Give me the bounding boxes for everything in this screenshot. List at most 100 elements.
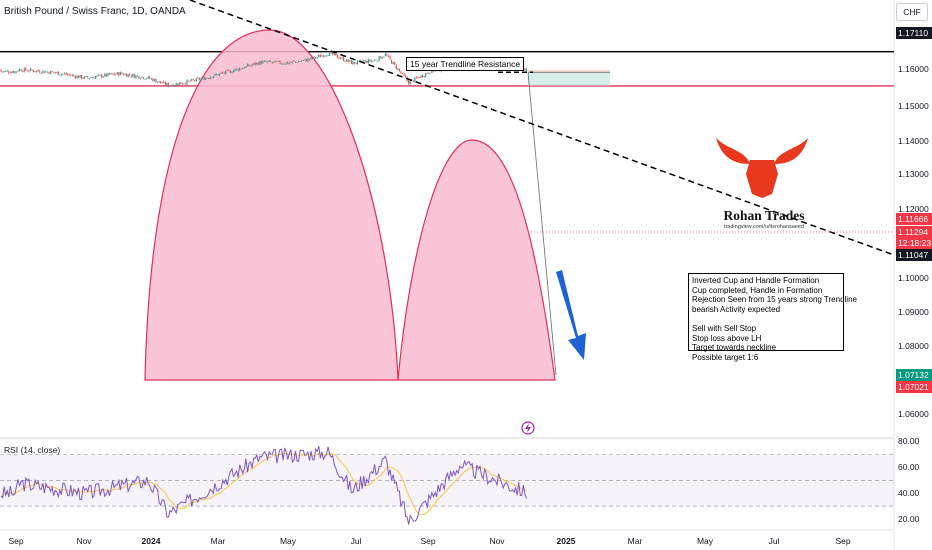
candle-body [257, 62, 259, 65]
note-line: Target towards neckline [692, 343, 777, 353]
candle-body [355, 63, 357, 64]
candle-body [63, 73, 66, 75]
candle-body [344, 60, 346, 62]
entry-tag: 1.11047 [896, 249, 932, 261]
candle-body [284, 63, 286, 65]
candle-body [191, 79, 193, 81]
x-tick: Sep [835, 536, 851, 546]
candle-body [139, 78, 142, 80]
candle-body [160, 80, 162, 83]
candle-body [112, 73, 114, 75]
symbol-title[interactable]: British Pound / Swiss Franc, 1D, OANDA [4, 6, 186, 17]
candle-body [389, 56, 391, 60]
candle-body [147, 76, 149, 79]
candle-body [342, 57, 345, 62]
candle-body [330, 52, 332, 53]
candle-body [71, 74, 73, 76]
candle-body [107, 73, 109, 77]
candle-body [373, 60, 376, 61]
candle-body [301, 60, 303, 62]
candle-body [372, 60, 374, 62]
note-line: Cup completed, Handle in Formation [692, 285, 823, 295]
x-tick: Mar [210, 536, 226, 546]
candle-body [101, 74, 103, 78]
candle-body [299, 61, 301, 63]
candle-body [302, 59, 304, 61]
candle-body [79, 75, 81, 78]
candle-body [48, 71, 50, 74]
candle-body [104, 73, 106, 77]
candle-body [386, 54, 388, 56]
candle-body [1, 71, 4, 73]
y-tick: 1.10000 [898, 273, 929, 283]
candle-body [94, 76, 97, 79]
candle-body [130, 75, 132, 77]
candle-body [246, 64, 249, 67]
candle-body [129, 74, 131, 76]
candle-body [212, 76, 214, 78]
candle-body [391, 59, 393, 64]
y-tick: 1.09000 [898, 307, 929, 317]
candle-body [37, 70, 39, 72]
candle-body [208, 78, 210, 80]
candle-body [122, 73, 125, 76]
y-tick: 1.15000 [898, 101, 929, 111]
rsi-tick: 20.00 [898, 514, 920, 524]
candle-body [96, 75, 98, 77]
candle-body [32, 70, 35, 72]
candle-body [156, 81, 159, 83]
candle-body [186, 80, 188, 85]
candle-body [184, 83, 187, 85]
candle-body [167, 82, 169, 87]
candle-body [81, 74, 83, 79]
candle-body [236, 68, 238, 70]
candle-body [339, 58, 342, 60]
candle-body [181, 83, 183, 85]
candle-body [324, 55, 326, 57]
candle-body [115, 74, 117, 76]
candle-body [256, 62, 258, 65]
note-line [692, 314, 840, 324]
candle-body [259, 61, 261, 65]
trendline-label: 15 year Trendline Resistance [406, 57, 525, 71]
candle-body [242, 67, 244, 70]
candle-body [524, 68, 526, 71]
candle-body [341, 57, 343, 59]
candle-body [138, 76, 140, 79]
alert-bolt [525, 423, 531, 433]
candle-body [170, 85, 173, 87]
rsi-label[interactable]: RSI (14, close) [4, 445, 61, 455]
candle-body [225, 70, 227, 74]
candle-body [316, 57, 318, 58]
candle-body [110, 73, 112, 75]
candle-body [34, 71, 36, 72]
candle-body [325, 55, 328, 57]
candle-body [20, 69, 22, 72]
candle-body [412, 80, 414, 82]
candle-body [153, 79, 156, 82]
candle-body [136, 75, 138, 77]
candle-body [172, 84, 174, 87]
candle-body [288, 63, 290, 64]
candle-body [50, 70, 52, 75]
candle-body [417, 77, 419, 79]
target-tag: 1.07132 [896, 369, 932, 381]
candle-body [298, 61, 300, 63]
currency-button[interactable]: CHF [896, 3, 928, 21]
candle-body [105, 73, 107, 77]
candle-body [240, 68, 242, 70]
candle-body [87, 76, 89, 78]
candle-body [31, 69, 33, 71]
rsi-tick: 60.00 [898, 462, 920, 472]
candle-body [384, 53, 386, 57]
candle-body [25, 67, 27, 71]
candle-body [161, 82, 163, 84]
candle-body [178, 82, 180, 86]
x-tick: Sep [8, 536, 24, 546]
candle-body [209, 77, 211, 79]
candle-body [234, 68, 236, 71]
candle-body [239, 68, 241, 71]
candle-body [251, 64, 253, 66]
candle-body [350, 60, 352, 65]
